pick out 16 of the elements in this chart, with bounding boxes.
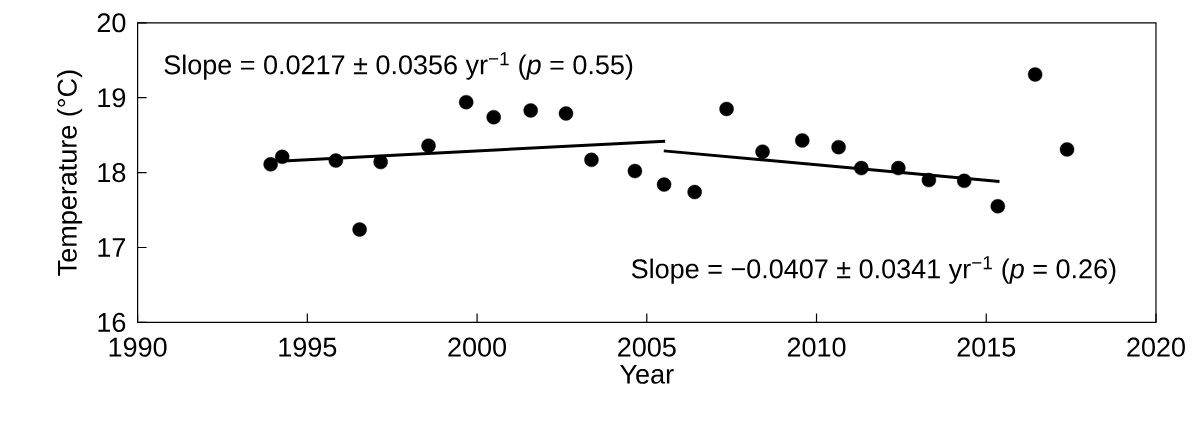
annotation: Slope = −0.0407 ± 0.0341 yr$^{−1}$ (p = 0.26)	[631, 256, 1116, 284]
x-tick-label: 2005	[618, 337, 676, 357]
y-tick-label: 18	[98, 163, 126, 183]
y-axis-title: Temperature (°C)	[57, 70, 83, 276]
x-tick-label: 1990	[109, 337, 167, 357]
x-tick-label: 2010	[787, 337, 846, 357]
x-tick-label: 2020	[1127, 337, 1185, 357]
y-tick-label: 20	[97, 13, 126, 33]
annotation: Slope = 0.0217 ± 0.0356 yr$^{−1}$ (p = 0.55)	[164, 52, 633, 80]
x-tick-label: 2000	[448, 337, 507, 357]
y-tick-label: 19	[98, 88, 126, 108]
x-axis-title: Year	[620, 364, 674, 384]
y-tick-label: 16	[98, 312, 126, 332]
x-tick-label: 2015	[957, 337, 1016, 357]
y-tick-label: 17	[98, 238, 126, 257]
x-tick-label: 1995	[279, 337, 337, 357]
